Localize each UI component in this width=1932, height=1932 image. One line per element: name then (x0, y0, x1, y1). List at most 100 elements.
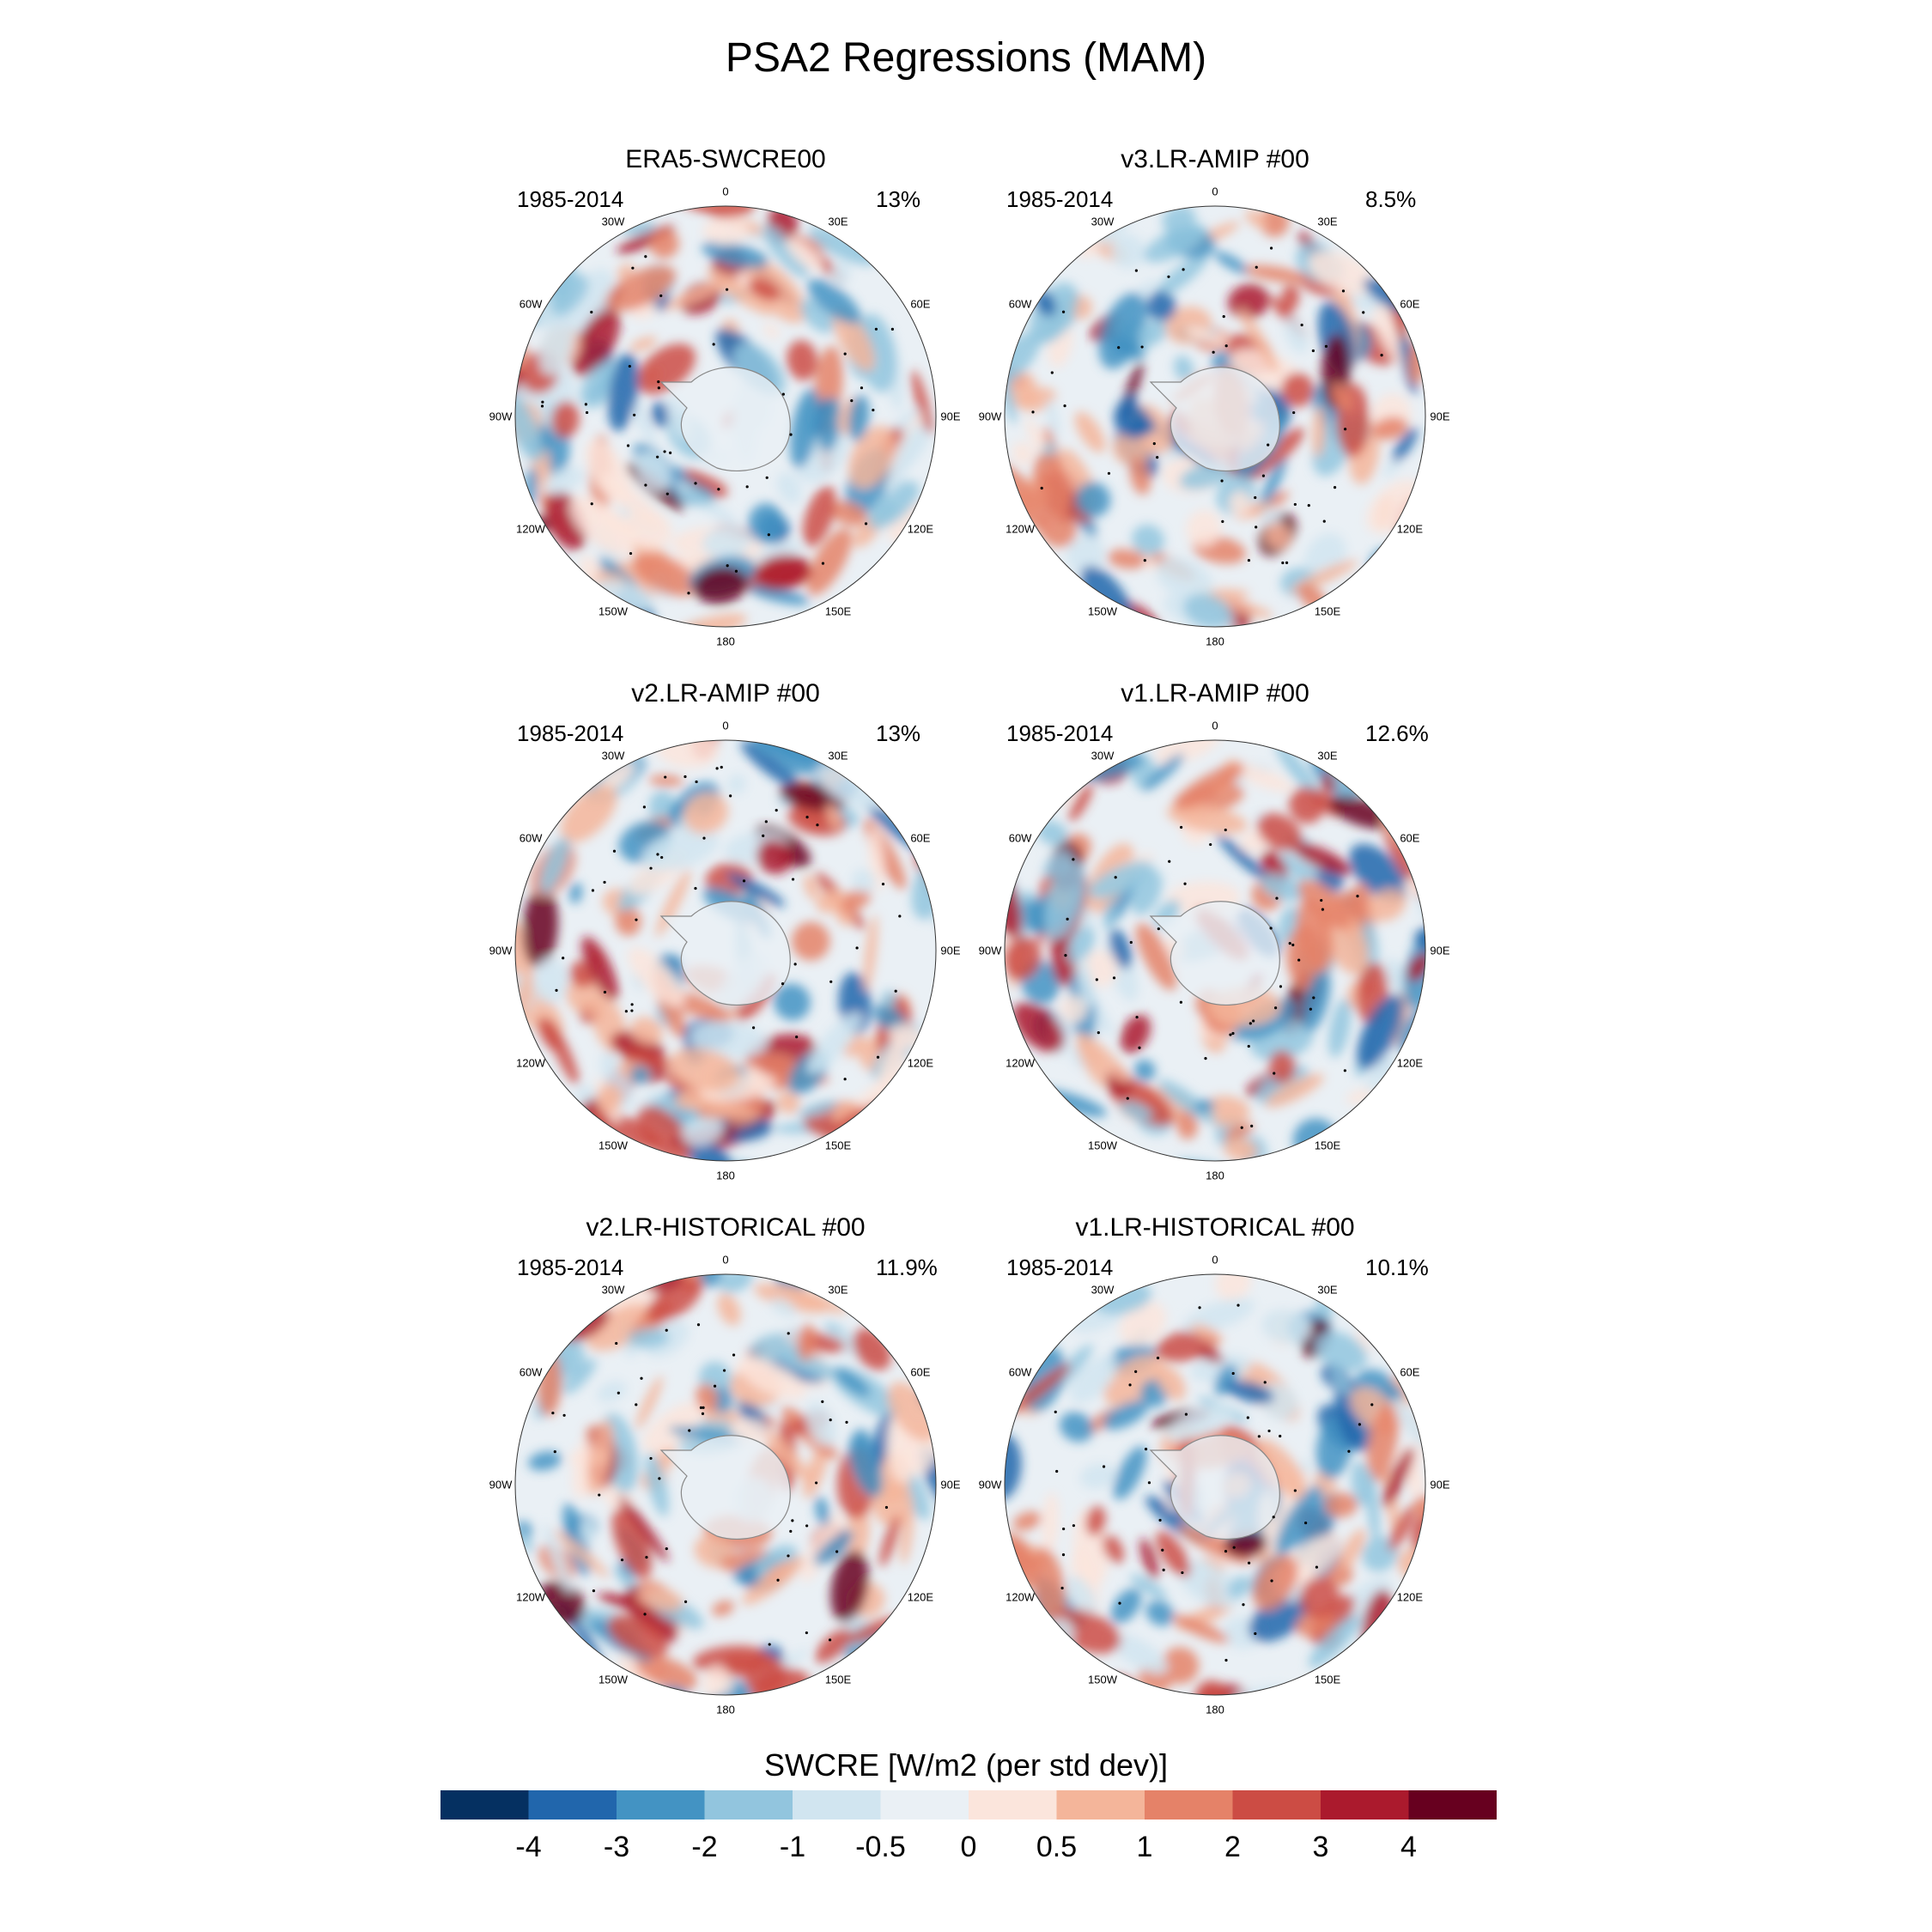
anomaly-field (1005, 1274, 1425, 1695)
significance-dot (702, 836, 706, 840)
longitude-label: 90W (489, 1478, 513, 1492)
longitude-label: 30E (828, 749, 848, 762)
significance-dot (1157, 927, 1160, 931)
significance-dot (1312, 996, 1315, 999)
significance-dot (628, 364, 631, 368)
colorbar-tick-label: -2 (691, 1831, 718, 1863)
longitude-label: 60W (1008, 297, 1032, 311)
significance-dot (872, 408, 875, 412)
significance-dot (669, 451, 672, 454)
colorbar-tick-label: -0.5 (855, 1831, 906, 1863)
significance-dot (1300, 323, 1303, 327)
significance-dot (658, 1477, 661, 1480)
significance-dot (734, 569, 738, 573)
significance-dot (764, 820, 768, 823)
panel-title: v1.LR-HISTORICAL #00 (1075, 1213, 1355, 1242)
significance-dot (789, 433, 793, 436)
significance-dot (1168, 860, 1171, 863)
significance-dot (643, 1613, 647, 1616)
longitude-label: 120W (1005, 1590, 1036, 1604)
significance-dot (541, 400, 544, 404)
significance-dot (1343, 1069, 1346, 1072)
significance-dot (1134, 1370, 1138, 1373)
significance-dot (540, 404, 544, 408)
significance-dot (1267, 443, 1270, 447)
significance-dot (1247, 558, 1251, 562)
significance-dot (729, 794, 732, 798)
significance-dot (1252, 1019, 1255, 1023)
significance-dot (1273, 1006, 1278, 1010)
significance-dot (742, 879, 746, 883)
longitude-label: 30E (828, 215, 848, 228)
significance-dot (1060, 1586, 1064, 1590)
significance-dot (598, 1493, 601, 1497)
colorbar-segment (1056, 1790, 1145, 1820)
significance-dot (789, 1529, 793, 1533)
significance-dot (585, 410, 589, 415)
map-border (514, 739, 937, 1162)
significance-dot (1261, 474, 1266, 477)
longitude-label: 150W (1088, 1139, 1117, 1152)
map-border (1004, 739, 1426, 1162)
longitude-label: 150E (824, 605, 852, 618)
significance-dot (751, 1026, 756, 1030)
longitude-label: 30W (1091, 215, 1115, 228)
significance-dot (713, 1384, 717, 1388)
significance-dot (1322, 519, 1326, 523)
longitude-label: 120E (1396, 1056, 1424, 1070)
colorbar-tick-label: -4 (515, 1831, 542, 1863)
significance-dot (1072, 1524, 1076, 1528)
significance-dot (1315, 1565, 1319, 1569)
colorbar-segment (704, 1790, 793, 1820)
significance-dot (649, 866, 653, 870)
significance-dot (1288, 942, 1291, 945)
antarctica-outline (1151, 901, 1280, 1005)
significance-dot (629, 551, 633, 556)
significance-dot (1198, 1306, 1201, 1309)
significance-dot (683, 775, 687, 779)
antarctica-outline (1151, 367, 1280, 471)
longitude-label: 90E (1430, 1478, 1450, 1492)
panel-period: 1985-2014 (1006, 186, 1114, 212)
longitude-label: 60E (1400, 297, 1420, 311)
significance-dot (603, 880, 606, 884)
figure-title: PSA2 Regressions (MAM) (725, 35, 1207, 81)
panel-variance: 11.9% (876, 1255, 938, 1280)
colorbar-segment (1145, 1790, 1233, 1820)
panel-period: 1985-2014 (1006, 1255, 1114, 1280)
antarctica-outline (659, 1435, 791, 1540)
polar-map (514, 205, 937, 628)
significance-dot (1167, 275, 1170, 278)
polar-map (1004, 1273, 1426, 1696)
significance-dot (615, 1341, 618, 1346)
panel-title: v1.LR-AMIP #00 (1121, 679, 1309, 708)
significance-dot (776, 1578, 780, 1582)
longitude-label: 150E (1314, 1673, 1341, 1686)
significance-dot (1114, 876, 1117, 879)
significance-dot (1222, 315, 1225, 319)
longitude-label: 0 (722, 719, 729, 732)
significance-dot (1272, 1516, 1275, 1519)
significance-dot (630, 1009, 634, 1012)
significance-dot (1224, 344, 1228, 348)
longitude-label: 30W (1091, 749, 1115, 762)
colorbar-tick-label: -3 (603, 1831, 630, 1863)
significance-dot (712, 343, 715, 346)
significance-dot (1126, 1097, 1129, 1100)
polar-map (514, 739, 937, 1162)
longitude-label: 30E (1317, 749, 1338, 762)
significance-dot (1054, 1410, 1057, 1413)
significance-dot (821, 562, 825, 565)
significance-dot (1255, 265, 1258, 269)
longitude-label: 120W (1005, 1056, 1036, 1070)
longitude-label: 60E (1400, 1365, 1420, 1379)
significance-dot (1162, 1568, 1165, 1571)
significance-dot (1209, 842, 1212, 847)
significance-dot (1358, 1423, 1361, 1426)
significance-dot (1248, 1561, 1251, 1564)
polar-map (1004, 739, 1426, 1162)
longitude-label: 90E (940, 1478, 961, 1492)
significance-dot (781, 392, 785, 396)
anomaly-field (1005, 740, 1425, 1161)
significance-dot (665, 1328, 668, 1332)
